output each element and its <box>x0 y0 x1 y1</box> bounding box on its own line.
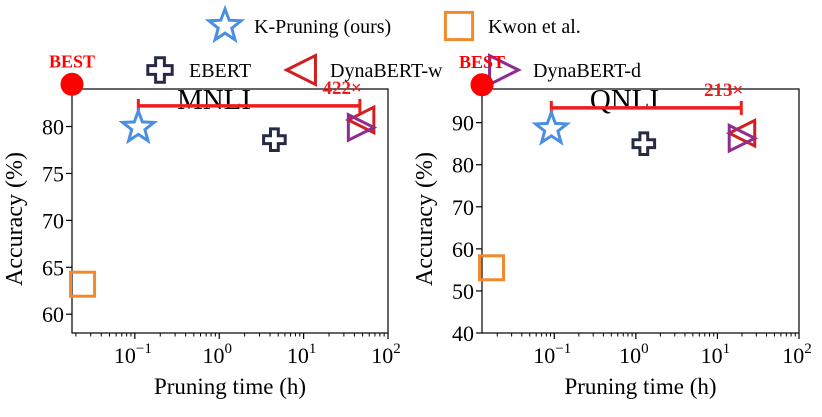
plot-frame <box>481 88 800 334</box>
legend-label: Kwon et al. <box>488 16 581 38</box>
best-label: BEST <box>49 51 95 71</box>
speedup-label: 422× <box>323 78 362 99</box>
y-axis-label: Accuracy (%) <box>2 152 28 286</box>
legend: K-Pruning (ours) Kwon et al. EBERT DynaBERT… <box>146 4 641 87</box>
data-point-cross <box>262 127 287 152</box>
legend-triangle-left-marker <box>283 53 317 87</box>
y-tick-label: 70 <box>452 195 474 220</box>
y-tick-label: 90 <box>452 111 474 136</box>
panel-title: QNLI <box>590 84 659 116</box>
y-tick-label: 80 <box>452 153 474 178</box>
x-tick-label: 102 <box>371 341 401 368</box>
best-point <box>470 73 494 97</box>
speedup-label: 213× <box>704 80 743 101</box>
data-point-star <box>531 108 572 146</box>
y-tick-label: 70 <box>42 208 64 233</box>
legend-item: EBERT <box>146 56 251 84</box>
y-tick-label: 65 <box>42 255 64 280</box>
x-tick-label: 101 <box>287 341 317 368</box>
best-point <box>60 72 84 96</box>
x-tick-label: 100 <box>619 341 649 368</box>
legend-square-marker <box>443 10 475 42</box>
y-tick-label: 60 <box>452 237 474 262</box>
x-tick-label: 10−1 <box>533 341 571 368</box>
x-tick-label: 102 <box>782 341 812 368</box>
legend-star-marker <box>204 4 246 44</box>
mnli-panel: MNLI 60 65 70 75 80 10−1 100 101 102 Pruning time … <box>2 51 401 399</box>
legend-label: K-Pruning (ours) <box>254 16 391 38</box>
legend-item: K-Pruning (ours) <box>204 4 391 44</box>
legend-triangle-right-marker <box>488 53 522 87</box>
legend-label: EBERT <box>189 60 251 82</box>
y-tick-label: 40 <box>452 321 474 346</box>
best-label: BEST <box>459 52 505 72</box>
data-point-square <box>478 254 506 282</box>
x-axis-label: Pruning time (h) <box>154 374 306 399</box>
data-point-triangle-left <box>344 104 376 136</box>
y-tick-label: 60 <box>42 302 64 327</box>
legend-label: DynaBERT-d <box>533 60 641 82</box>
data-point-triangle-left <box>725 117 757 149</box>
data-point-square <box>69 270 97 298</box>
y-tick-label: 80 <box>42 115 64 140</box>
data-point-cross <box>631 131 657 156</box>
legend-label: DynaBERT-w <box>330 60 443 82</box>
qnli-panel: QNLI 40 50 60 70 80 90 10−1 100 101 102 Pruning tim… <box>412 52 812 399</box>
y-tick-label: 50 <box>452 279 474 304</box>
legend-item: DynaBERT-d <box>488 53 641 87</box>
legend-item: DynaBERT-w <box>283 53 443 87</box>
legend-item: Kwon et al. <box>443 10 581 42</box>
y-axis-label: Accuracy (%) <box>412 152 438 286</box>
data-point-triangle-right <box>727 123 759 154</box>
y-tick-label: 75 <box>42 161 64 186</box>
data-point-star <box>118 106 159 145</box>
x-tick-label: 10−1 <box>114 341 152 368</box>
x-tick-label: 100 <box>202 341 232 368</box>
x-tick-label: 101 <box>701 341 731 368</box>
legend-cross-marker <box>146 56 174 84</box>
data-point-triangle-right <box>346 112 378 143</box>
panel-title: MNLI <box>177 84 251 116</box>
plot-frame <box>71 88 389 334</box>
x-axis-label: Pruning time (h) <box>564 374 716 399</box>
